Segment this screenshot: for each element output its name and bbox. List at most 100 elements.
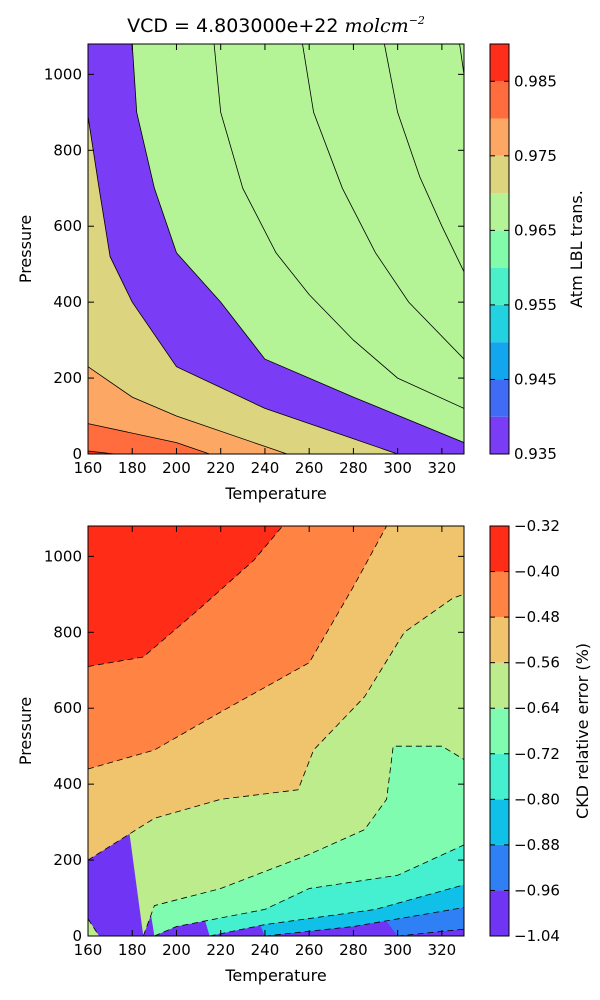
x-tick-label: 180: [118, 941, 147, 959]
colorbar-swatch: [490, 844, 509, 891]
y-tick-label: 400: [53, 775, 82, 793]
x-tick-label: 220: [206, 459, 235, 477]
colorbar-swatch: [490, 118, 509, 156]
colorbar-tick-label: −0.64: [514, 699, 560, 717]
colorbar-swatch: [490, 44, 509, 82]
contour-line: [88, 918, 100, 936]
contour-line: [88, 116, 398, 454]
x-tick-label: 160: [74, 941, 103, 959]
y-tick-label: 1000: [44, 65, 82, 83]
colorbar-swatch: [490, 662, 509, 709]
y-tick-label: 0: [72, 445, 82, 463]
contour-line: [142, 745, 464, 936]
contour-line: [459, 44, 464, 75]
contour-line: [384, 44, 464, 272]
colorbar-swatch: [490, 81, 509, 119]
x-axis-label: Temperature: [224, 484, 326, 503]
contour-band: [88, 423, 210, 454]
x-tick-label: 220: [206, 941, 235, 959]
colorbar-swatch: [490, 890, 509, 936]
y-tick-label: 200: [53, 369, 82, 387]
y-axis-ticks: 0 200 400 600 800 1000: [44, 65, 464, 463]
contour-line: [88, 423, 210, 454]
colorbar-swatch: [490, 799, 509, 845]
x-tick-label: 300: [383, 941, 412, 959]
colorbar-swatch: [490, 526, 509, 572]
contour-line: [88, 593, 464, 861]
colorbar-swatch: [490, 379, 509, 417]
contour-fill-regions: [88, 44, 464, 454]
plot-frame: [87, 43, 465, 455]
colorbar-frame: [489, 525, 510, 937]
contour-line: [154, 844, 464, 936]
colorbar-swatch: [490, 571, 509, 618]
x-tick-label: 160: [74, 459, 103, 477]
colorbar-tick-label: −0.80: [514, 790, 560, 808]
colorbar-frame: [489, 43, 510, 455]
contour-line: [302, 44, 464, 360]
colorbar-swatch: [490, 753, 509, 800]
y-tick-label: 600: [53, 217, 82, 235]
colorbar-swatch: [490, 416, 509, 454]
colorbar-tick-label: 0.935: [514, 445, 557, 463]
contour-line: [264, 907, 464, 936]
contour-line: [213, 44, 464, 409]
colorbar-swatch: [490, 304, 509, 343]
contour-lines: [88, 44, 464, 454]
colorbar-swatch: [490, 617, 509, 663]
colorbar-tick-label: 0.945: [514, 370, 557, 388]
colorbar-tick-label: −1.04: [514, 927, 560, 945]
x-axis-ticks: 160 180 200 220 240 260 280 300 320: [74, 526, 457, 959]
y-axis-ticks: 0 200 400 600 800 1000: [44, 547, 464, 945]
x-tick-label: 300: [383, 459, 412, 477]
colorbar-tick-label: 0.965: [514, 221, 557, 239]
contour-lines: [88, 526, 464, 936]
x-tick-label: 280: [339, 459, 368, 477]
colorbar-tick-label: −0.72: [514, 745, 560, 763]
x-tick-label: 200: [162, 941, 191, 959]
colorbar-tick-label: −0.48: [514, 608, 560, 626]
colorbar-tick-label: −0.32: [514, 517, 560, 535]
colorbar-tick-label: 0.975: [514, 147, 557, 165]
colorbar-swatch: [490, 155, 509, 194]
transmittance-contour-panel: VCD = 4.803000e+22 molcm−2 160 180 200 220 2…: [16, 14, 586, 503]
y-tick-label: 1000: [44, 547, 82, 565]
colorbar: −1.04 −0.96 −0.88 −0.80 −0.72 −0.64 −0.56 −0.48…: [490, 517, 560, 945]
x-tick-label: 320: [428, 459, 457, 477]
y-tick-label: 600: [53, 699, 82, 717]
contour-fill-regions: [88, 526, 464, 936]
plot-frame: [87, 525, 465, 937]
x-axis-ticks: 160 180 200 220 240 260 280 300 320: [74, 44, 457, 477]
x-tick-label: 280: [339, 941, 368, 959]
x-tick-label: 240: [251, 941, 280, 959]
colorbar-tick-label: −0.56: [514, 654, 560, 672]
contour-line: [397, 928, 464, 936]
y-tick-label: 800: [53, 141, 82, 159]
y-tick-label: 0: [72, 927, 82, 945]
contour-band: [88, 366, 288, 454]
colorbar-label: CKD relative error (%): [573, 643, 592, 819]
contour-band: [88, 44, 464, 443]
chart-title: VCD = 4.803000e+22 molcm−2: [127, 14, 425, 37]
y-axis-label: Pressure: [16, 697, 35, 765]
colorbar-swatch: [490, 708, 509, 754]
x-axis-label: Temperature: [224, 966, 326, 985]
x-tick-label: 320: [428, 941, 457, 959]
colorbar-tick-label: −0.40: [514, 563, 560, 581]
x-tick-label: 260: [295, 941, 324, 959]
contour-band: [88, 116, 398, 454]
x-tick-label: 200: [162, 459, 191, 477]
contour-line: [209, 884, 464, 936]
colorbar-tick-label: −0.96: [514, 881, 560, 899]
y-axis-label: Pressure: [16, 215, 35, 283]
colorbar-tick-label: −0.88: [514, 836, 560, 854]
colorbar-swatch: [490, 342, 509, 380]
contour-band: [88, 526, 283, 667]
contour-line: [88, 366, 288, 454]
colorbar-label: Atm LBL trans.: [567, 190, 586, 308]
ckd-error-contour-panel: 160 180 200 220 240 260 280 300 320 0 200 400 600 80…: [16, 517, 592, 985]
colorbar-swatch: [490, 193, 509, 231]
x-tick-label: 180: [118, 459, 147, 477]
x-tick-label: 240: [251, 459, 280, 477]
